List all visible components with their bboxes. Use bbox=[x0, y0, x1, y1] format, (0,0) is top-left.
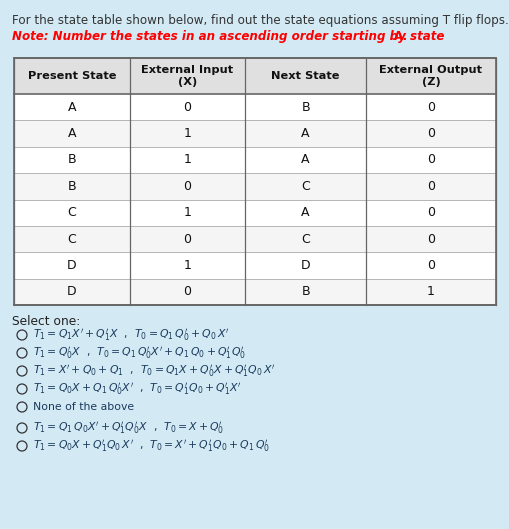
Text: 0: 0 bbox=[426, 101, 434, 114]
Bar bbox=[14, 173, 495, 199]
Text: 1: 1 bbox=[183, 206, 191, 219]
Text: D: D bbox=[67, 285, 76, 298]
Text: C: C bbox=[301, 233, 309, 245]
Text: External Input
(X): External Input (X) bbox=[141, 65, 233, 87]
Text: External Output
(Z): External Output (Z) bbox=[379, 65, 482, 87]
Text: 0: 0 bbox=[426, 233, 434, 245]
Text: $T_1 = Q_0'X$  ,  $T_0 = Q_1\, Q_0'X' + Q_1\, Q_0 + Q_1'Q_0'$: $T_1 = Q_0'X$ , $T_0 = Q_1\, Q_0'X' + Q_… bbox=[33, 345, 245, 361]
Text: 0: 0 bbox=[183, 180, 191, 193]
Text: A.: A. bbox=[393, 30, 407, 43]
Text: 0: 0 bbox=[426, 153, 434, 167]
Text: $T_1 = Q_1\, Q_0X' + Q_1'Q_0'X$  ,  $T_0 = X + Q_0'$: $T_1 = Q_1\, Q_0X' + Q_1'Q_0'X$ , $T_0 =… bbox=[33, 420, 224, 436]
Text: $T_1 = Q_1X' + Q_1'X$  ,  $T_0 = Q_1\, Q_0' + Q_0\, X'$: $T_1 = Q_1X' + Q_1'X$ , $T_0 = Q_1\, Q_0… bbox=[33, 327, 229, 343]
Text: Note: Number the states in an ascending order starting by state: Note: Number the states in an ascending … bbox=[12, 30, 447, 43]
Text: For the state table shown below, find out the state equations assuming T flip fl: For the state table shown below, find ou… bbox=[12, 14, 508, 27]
Text: 0: 0 bbox=[183, 233, 191, 245]
Text: $T_1 = Q_0X + Q_1\, Q_0'X'$  ,  $T_0 = Q_1'Q_0 + Q_1'X'$: $T_1 = Q_0X + Q_1\, Q_0'X'$ , $T_0 = Q_1… bbox=[33, 381, 241, 397]
Bar bbox=[14, 58, 495, 305]
Text: B: B bbox=[301, 285, 309, 298]
Text: A: A bbox=[301, 153, 309, 167]
Text: A: A bbox=[68, 127, 76, 140]
Text: 1: 1 bbox=[183, 259, 191, 272]
Text: C: C bbox=[67, 206, 76, 219]
Text: D: D bbox=[300, 259, 310, 272]
Text: 0: 0 bbox=[426, 259, 434, 272]
Text: B: B bbox=[67, 153, 76, 167]
Text: 1: 1 bbox=[183, 127, 191, 140]
Text: 0: 0 bbox=[183, 285, 191, 298]
Text: 0: 0 bbox=[426, 127, 434, 140]
Text: 0: 0 bbox=[426, 206, 434, 219]
Text: C: C bbox=[67, 233, 76, 245]
Bar bbox=[14, 58, 495, 305]
Text: Present State: Present State bbox=[27, 71, 116, 81]
Text: 0: 0 bbox=[183, 101, 191, 114]
Text: A: A bbox=[68, 101, 76, 114]
Bar bbox=[14, 121, 495, 147]
Bar bbox=[14, 279, 495, 305]
Text: 1: 1 bbox=[426, 285, 434, 298]
Text: A: A bbox=[301, 206, 309, 219]
Text: Next State: Next State bbox=[271, 71, 339, 81]
Text: 1: 1 bbox=[183, 153, 191, 167]
Text: $T_1 = X' + Q_0 + Q_1$  ,  $T_0 = Q_1X + Q_0'X + Q_1'Q_0\, X'$: $T_1 = X' + Q_0 + Q_1$ , $T_0 = Q_1X + Q… bbox=[33, 363, 275, 379]
Text: $T_1 = Q_0X + Q_1'Q_0\, X'$  ,  $T_0 = X' + Q_1'Q_0 + Q_1\, Q_0'$: $T_1 = Q_0X + Q_1'Q_0\, X'$ , $T_0 = X' … bbox=[33, 438, 269, 454]
Text: B: B bbox=[301, 101, 309, 114]
Text: 0: 0 bbox=[426, 180, 434, 193]
Text: D: D bbox=[67, 259, 76, 272]
Bar bbox=[14, 58, 495, 94]
Text: B: B bbox=[67, 180, 76, 193]
Text: Select one:: Select one: bbox=[12, 315, 80, 328]
Text: None of the above: None of the above bbox=[33, 402, 134, 412]
Text: C: C bbox=[301, 180, 309, 193]
Text: A: A bbox=[301, 127, 309, 140]
Bar bbox=[14, 226, 495, 252]
